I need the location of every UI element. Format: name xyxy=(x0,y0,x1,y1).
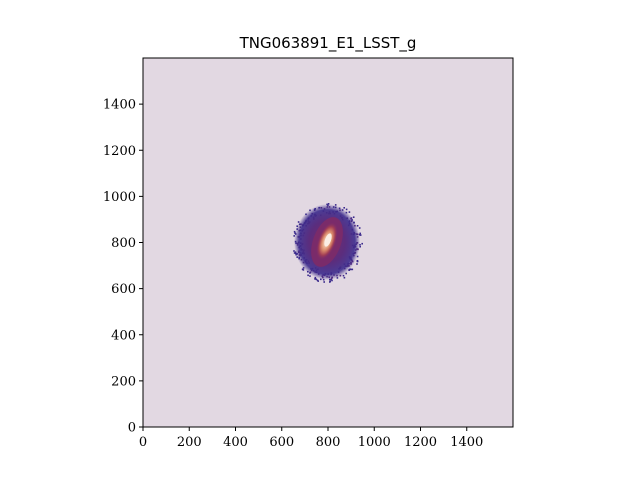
halo-pixel xyxy=(307,274,309,277)
y-tick-label: 800 xyxy=(111,236,136,251)
halo-pixel xyxy=(356,260,359,262)
galaxy-image xyxy=(293,203,363,283)
y-tick-label: 200 xyxy=(111,374,136,389)
galaxy-nucleus xyxy=(324,233,332,247)
halo-pixel xyxy=(293,235,295,237)
x-tick-label: 600 xyxy=(269,435,294,450)
halo-pixel xyxy=(329,281,331,283)
y-tick-label: 600 xyxy=(111,282,136,297)
x-tick-label: 200 xyxy=(177,435,202,450)
x-tick-label: 0 xyxy=(139,435,147,450)
halo-pixel xyxy=(331,279,333,282)
x-tick-label: 1400 xyxy=(450,435,483,450)
halo-pixel xyxy=(359,245,361,248)
y-tick-label: 1400 xyxy=(103,98,136,113)
halo-pixel xyxy=(293,250,295,252)
halo-pixel xyxy=(314,278,316,280)
halo-pixel xyxy=(297,221,300,223)
halo-pixel xyxy=(302,269,305,271)
halo-pixel xyxy=(343,207,345,209)
halo-pixel xyxy=(345,272,347,275)
halo-pixel xyxy=(348,211,351,213)
y-tick-label: 1200 xyxy=(103,144,136,159)
halo-pixel xyxy=(358,234,361,236)
halo-pixel xyxy=(293,252,296,254)
halo-pixel xyxy=(359,234,362,236)
halo-pixel xyxy=(314,276,317,279)
halo-pixel xyxy=(315,278,318,281)
halo-pixel xyxy=(351,268,354,271)
halo-pixel xyxy=(356,225,359,227)
y-tick-label: 1000 xyxy=(103,190,136,205)
x-tick-label: 1200 xyxy=(404,435,437,450)
halo-pixel xyxy=(343,276,346,279)
halo-pixel xyxy=(356,263,358,265)
halo-pixel xyxy=(334,204,337,206)
y-tick-label: 0 xyxy=(128,421,136,436)
halo-pixel xyxy=(358,227,361,229)
halo-pixel xyxy=(323,281,325,283)
plot-title: TNG063891_E1_LSST_g xyxy=(239,34,417,53)
x-axis: 0 200 400 600 800 1000 1200 1400 xyxy=(139,427,483,450)
halo-pixel xyxy=(359,232,361,235)
halo-pixel xyxy=(309,275,311,277)
y-axis: 0 200 400 600 800 1000 1200 1400 xyxy=(103,98,143,436)
halo-pixel xyxy=(361,242,363,245)
halo-pixel xyxy=(293,230,296,233)
halo-pixel xyxy=(342,274,345,277)
halo-pixel xyxy=(317,280,319,282)
x-tick-label: 1000 xyxy=(358,435,391,450)
x-tick-label: 400 xyxy=(223,435,248,450)
halo-pixel xyxy=(359,244,361,246)
halo-pixel xyxy=(356,255,359,258)
y-tick-label: 400 xyxy=(111,328,136,343)
halo-pixel xyxy=(345,208,348,211)
halo-pixel xyxy=(352,216,355,218)
x-tick-label: 800 xyxy=(316,435,341,450)
halo-pixel xyxy=(327,203,330,205)
halo-pixel xyxy=(301,268,304,271)
